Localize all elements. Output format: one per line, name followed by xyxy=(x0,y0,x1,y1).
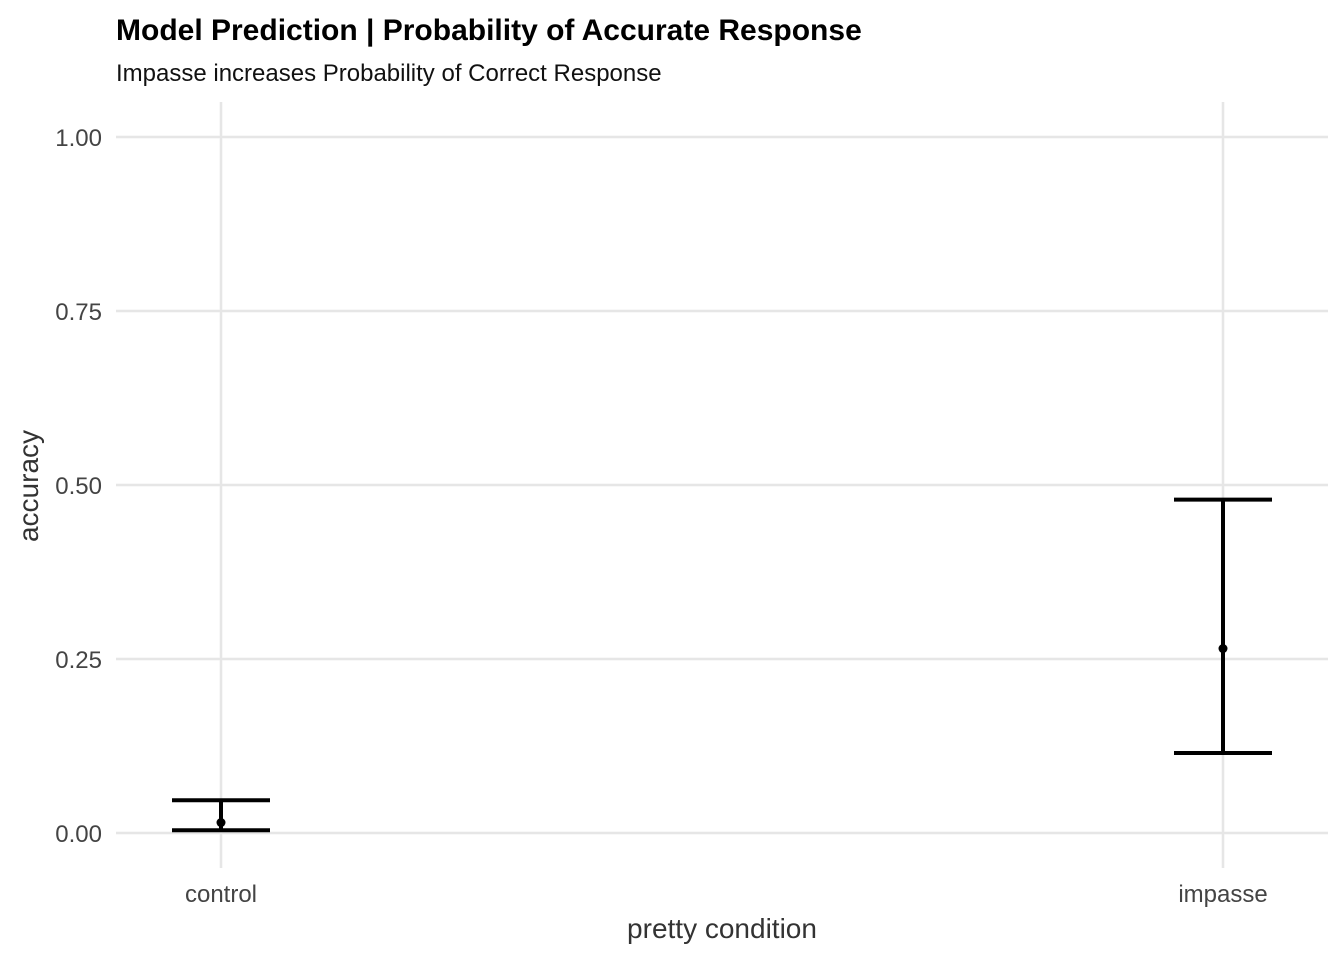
chart-subtitle: Impasse increases Probability of Correct… xyxy=(116,60,662,87)
x-axis-label: pretty condition xyxy=(627,913,817,944)
y-axis-ticks: 0.00 0.25 0.50 0.75 1.00 xyxy=(55,125,102,848)
error-bars xyxy=(172,497,1272,833)
grid xyxy=(116,102,1328,868)
y-tick-label: 0.75 xyxy=(55,299,102,326)
chart-title: Model Prediction | Probability of Accura… xyxy=(116,14,862,47)
y-tick-label: 0.00 xyxy=(55,821,102,848)
point-estimate-control xyxy=(216,818,226,828)
y-axis-label: accuracy xyxy=(13,430,44,542)
x-tick-label: impasse xyxy=(1178,881,1267,908)
point-estimate-impasse xyxy=(1218,644,1228,654)
y-tick-label: 0.25 xyxy=(55,647,102,674)
x-tick-label: control xyxy=(185,881,257,908)
y-tick-label: 1.00 xyxy=(55,125,102,152)
x-axis-ticks: control impasse xyxy=(185,881,1268,908)
y-tick-label: 0.50 xyxy=(55,473,102,500)
